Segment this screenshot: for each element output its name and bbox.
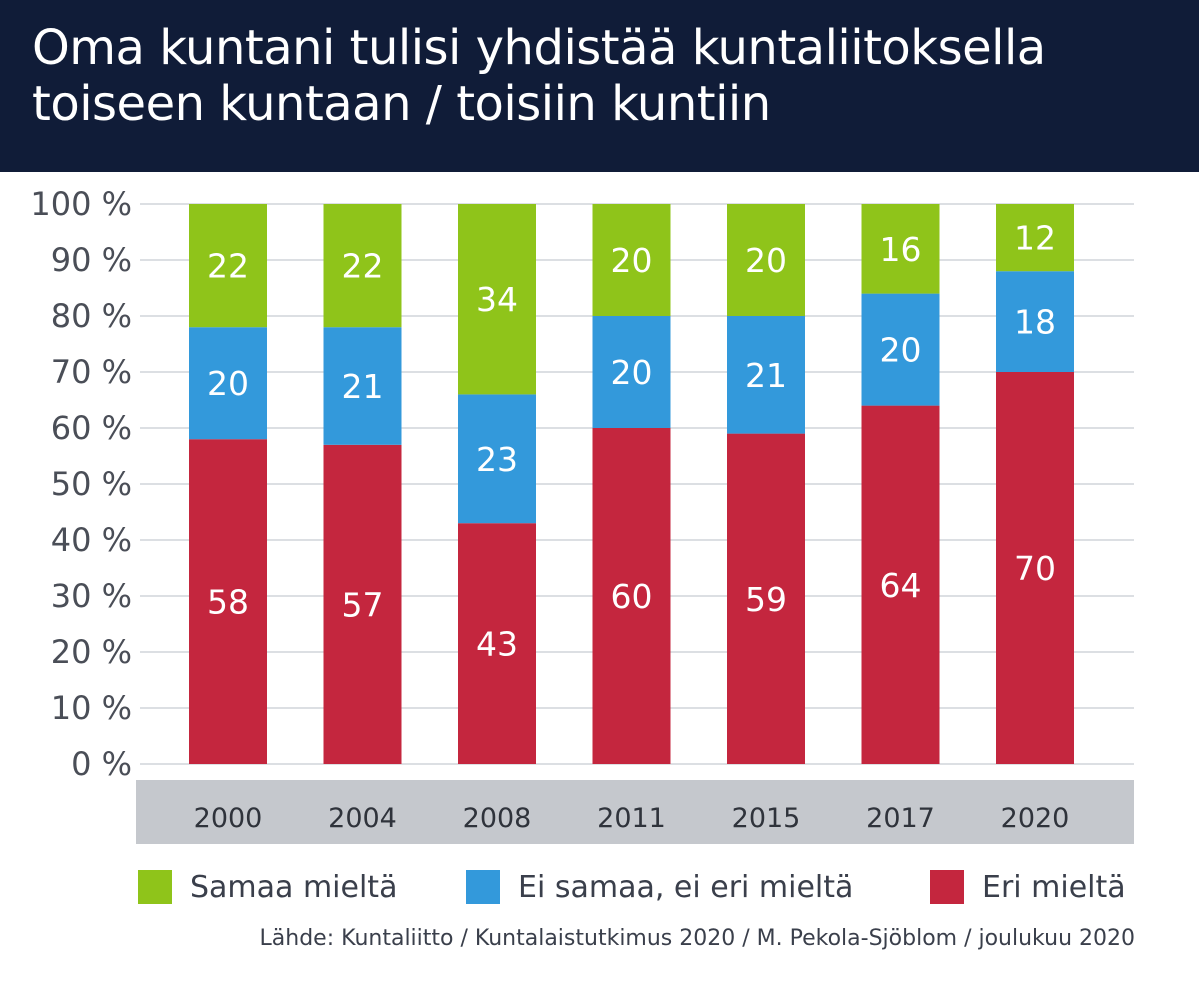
legend-item-eri: Eri mieltä [930, 862, 1126, 912]
chart-title: Oma kuntani tulisi yhdistää kuntaliitoks… [32, 20, 1046, 132]
bar-value-label: 21 [342, 367, 384, 406]
y-tick-label: 20 % [51, 633, 132, 671]
legend-label-eri: Eri mieltä [982, 869, 1126, 905]
bar-segment [861, 204, 940, 294]
legend: Samaa mieltä Ei samaa, ei eri mieltä Eri… [0, 862, 1199, 912]
bar-value-label: 59 [745, 580, 787, 619]
bar-value-label: 43 [476, 625, 518, 664]
bar-segment [189, 439, 267, 764]
bar-value-label: 57 [342, 585, 384, 624]
bar-value-label: 22 [207, 247, 249, 286]
x-tick-label: 2008 [463, 803, 532, 834]
bar-segment [996, 372, 1074, 764]
y-tick-label: 90 % [51, 241, 132, 279]
bar-value-label: 64 [880, 566, 922, 605]
bar-value-label: 12 [1014, 219, 1056, 258]
bar-segment [592, 204, 671, 316]
legend-item-samaa: Samaa mieltä [138, 862, 397, 912]
y-axis: 0 % 10 % 20 % 30 % 40 % 50 % 60 % 70 % 80 % 90 % 1… [30, 185, 132, 783]
bar-value-label: 60 [611, 577, 653, 616]
bar-value-label: 20 [611, 353, 653, 392]
bar-segment [458, 204, 536, 395]
bar-segment [996, 271, 1074, 372]
bars: 58 20 22 57 21 22 43 23 34 60 20 20 59 21 20 64 20 16 70 18… [189, 204, 1074, 764]
y-tick-label: 80 % [51, 297, 132, 335]
x-axis-band [136, 780, 1134, 844]
bar-segment [189, 204, 267, 328]
x-tick-label: 2020 [1001, 803, 1070, 834]
legend-item-neutral: Ei samaa, ei eri mieltä [466, 862, 853, 912]
y-tick-label: 100 % [30, 185, 132, 223]
bar-segment [592, 316, 671, 428]
bar-segment [996, 204, 1074, 272]
legend-swatch-samaa [138, 870, 172, 904]
x-tick-label: 2004 [328, 803, 397, 834]
bar-segment [592, 428, 671, 764]
bar-value-label: 20 [611, 241, 653, 280]
x-tick-label: 2000 [194, 803, 263, 834]
y-tick-label: 60 % [51, 409, 132, 447]
bar-value-label: 22 [342, 247, 384, 286]
bar-value-label: 23 [476, 440, 518, 479]
bar-segment [727, 204, 805, 316]
bar-value-label: 20 [745, 241, 787, 280]
bar-segment [189, 327, 267, 440]
title-banner: Oma kuntani tulisi yhdistää kuntaliitoks… [0, 0, 1199, 172]
stacked-bar-chart: 0 % 10 % 20 % 30 % 40 % 50 % 60 % 70 % 80 % 90 % 1… [30, 185, 1134, 844]
bar-value-label: 20 [207, 364, 249, 403]
y-tick-label: 30 % [51, 577, 132, 615]
y-tick-label: 10 % [51, 689, 132, 727]
y-tick-label: 70 % [51, 353, 132, 391]
bar-segment [458, 523, 536, 764]
bar-segment [861, 293, 940, 406]
bar-segment [727, 316, 805, 434]
bar-value-label: 70 [1014, 549, 1056, 588]
bar-segment [323, 204, 402, 328]
source-note: Lähde: Kuntaliitto / Kuntalaistutkimus 2… [259, 926, 1135, 951]
bar-value-label: 16 [880, 230, 922, 269]
y-tick-label: 0 % [71, 745, 132, 783]
x-tick-label: 2015 [732, 803, 801, 834]
bar-value-label: 34 [476, 280, 518, 319]
legend-swatch-neutral [466, 870, 500, 904]
bar-value-label: 20 [880, 331, 922, 370]
y-tick-label: 50 % [51, 465, 132, 503]
bar-segment [727, 433, 805, 764]
bar-segment [458, 394, 536, 524]
y-tick-label: 40 % [51, 521, 132, 559]
x-axis: 2000 2004 2008 2011 2015 2017 2020 [194, 803, 1070, 834]
bar-value-label: 21 [745, 356, 787, 395]
x-tick-label: 2017 [866, 803, 935, 834]
legend-swatch-eri [930, 870, 964, 904]
bar-segment [323, 444, 402, 764]
bar-value-label: 18 [1014, 303, 1056, 342]
bar-segment [861, 405, 940, 764]
legend-label-neutral: Ei samaa, ei eri mieltä [518, 869, 854, 905]
legend-label-samaa: Samaa mieltä [190, 869, 398, 905]
bar-value-label: 58 [207, 583, 249, 622]
x-tick-label: 2011 [597, 803, 666, 834]
bar-segment [323, 327, 402, 445]
